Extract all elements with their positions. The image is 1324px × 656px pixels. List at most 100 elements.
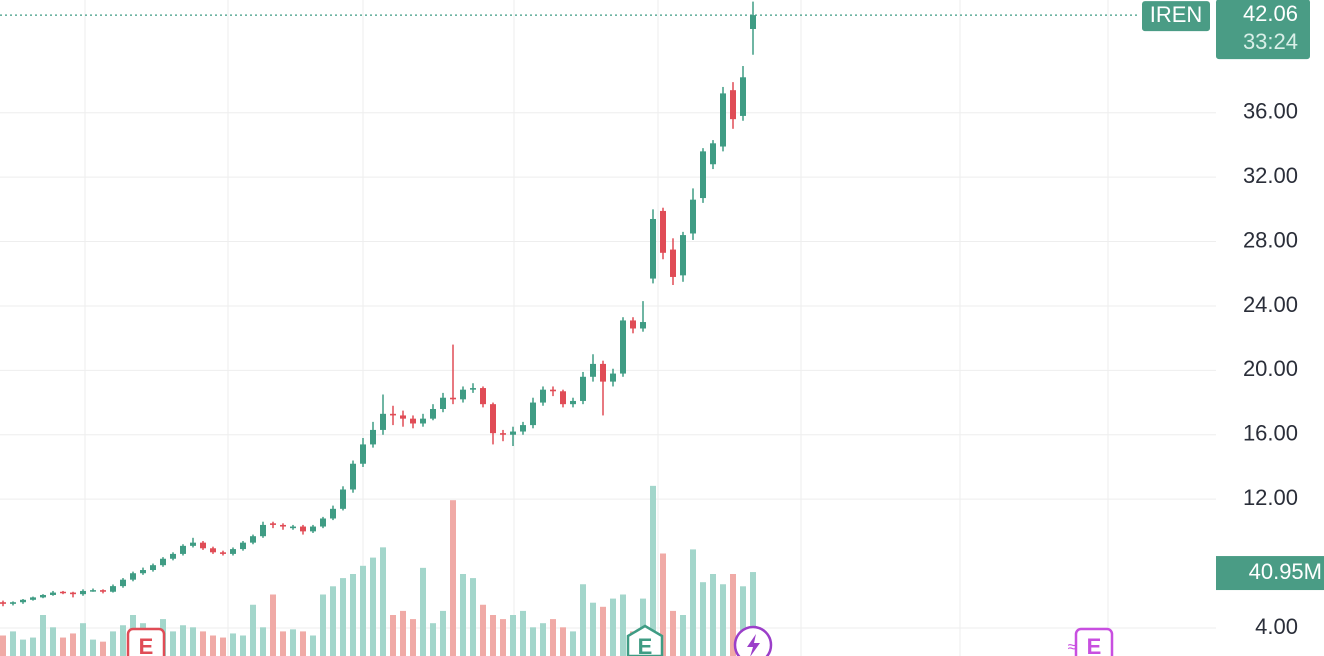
- candle-body: [270, 523, 276, 525]
- volume-bar: [20, 639, 26, 656]
- price-tag: [1216, 0, 1310, 60]
- symbol-label: IREN: [1150, 2, 1203, 27]
- volume-bar: [400, 610, 406, 656]
- volume-bar: [540, 623, 546, 656]
- volume-bar: [80, 623, 86, 656]
- candle-body: [640, 322, 646, 329]
- volume-bar: [470, 578, 476, 656]
- candle-body: [370, 429, 376, 445]
- marker-wave: ≈: [1068, 639, 1077, 656]
- volume-bar: [580, 584, 586, 656]
- candle-body: [730, 90, 736, 120]
- volume-bar: [520, 610, 526, 656]
- volume-bar: [460, 574, 466, 656]
- grid: [0, 112, 1216, 629]
- volume-bar: [190, 627, 196, 656]
- volume-bar: [500, 619, 506, 656]
- candle-body: [420, 418, 426, 424]
- volume-bar: [410, 619, 416, 656]
- volume-bar: [390, 615, 396, 656]
- candle-body: [50, 592, 56, 595]
- volume-bar: [60, 637, 66, 656]
- volume-bar: [170, 631, 176, 656]
- candle-body: [260, 524, 266, 537]
- candle-body: [650, 218, 656, 279]
- volume-bar: [0, 635, 6, 656]
- candle-body: [660, 210, 666, 253]
- volume-bar: [10, 631, 16, 656]
- volume-bar: [450, 500, 456, 656]
- marker-shape: [1074, 627, 1114, 656]
- candle-body: [360, 444, 366, 464]
- candle-body: [150, 565, 156, 571]
- candle-body: [120, 579, 126, 587]
- candle-body: [230, 549, 236, 554]
- y-tick-label: 12.00: [1243, 485, 1298, 510]
- candle-body: [520, 425, 526, 432]
- candle-body: [240, 542, 246, 550]
- volume-bar: [490, 615, 496, 656]
- volume-bar: [90, 639, 96, 656]
- candle-body: [690, 199, 696, 234]
- volume-bar: [590, 602, 596, 656]
- volume-bar: [40, 615, 46, 656]
- volume-bar: [180, 625, 186, 656]
- volume-bar: [330, 586, 336, 656]
- symbol-tag: [1142, 1, 1210, 32]
- volume-bar: [30, 637, 36, 656]
- y-tick-label: 28.00: [1243, 227, 1298, 252]
- volume-bar: [250, 604, 256, 656]
- volume-tag: [1216, 556, 1324, 591]
- candle-body: [450, 397, 456, 400]
- earnings-marker[interactable]: E: [626, 624, 664, 656]
- candle-body: [140, 570, 146, 574]
- candle-body: [440, 397, 446, 409]
- y-tick-label: 4.00: [1255, 614, 1298, 639]
- y-tick-label: 24.00: [1243, 292, 1298, 317]
- volume-bar: [120, 625, 126, 656]
- volume-bar: [740, 586, 746, 656]
- candle-body: [220, 552, 226, 554]
- candle-body: [630, 320, 636, 329]
- candle-body: [330, 508, 336, 519]
- volume-bar: [240, 635, 246, 656]
- marker-label: E: [1087, 634, 1102, 656]
- candle-body: [70, 592, 76, 595]
- volume-bar: [340, 578, 346, 656]
- candle-body: [320, 518, 326, 527]
- dividend-marker[interactable]: [733, 625, 773, 656]
- y-tick-label: 36.00: [1243, 99, 1298, 124]
- candle-body: [540, 389, 546, 403]
- candle-body: [130, 573, 136, 580]
- volume-bar: [510, 615, 516, 656]
- volume-bar: [430, 623, 436, 656]
- marker-shape: [126, 627, 166, 656]
- candle-body: [90, 590, 96, 592]
- volume-bar: [650, 485, 656, 656]
- earnings-marker[interactable]: E: [126, 627, 166, 656]
- volume-bar: [550, 619, 556, 656]
- volume-bar: [700, 582, 706, 656]
- volume-bar: [270, 594, 276, 656]
- candle-body: [170, 553, 176, 559]
- volume-bar: [710, 574, 716, 656]
- candle-body: [20, 599, 26, 603]
- earnings-marker[interactable]: ≈ E: [1068, 627, 1114, 656]
- volume-bar: [530, 627, 536, 656]
- y-tick-label: 16.00: [1243, 421, 1298, 446]
- y-tick-label: 32.00: [1243, 163, 1298, 188]
- volume-bar: [570, 631, 576, 656]
- volume-bar: [670, 610, 676, 656]
- candle-body: [620, 320, 626, 374]
- candle-body: [430, 408, 436, 419]
- candle-body: [560, 391, 566, 405]
- candle-body: [740, 77, 746, 116]
- candle-body: [110, 586, 116, 592]
- candle-body: [290, 526, 296, 529]
- last-price-label: 42.06: [1243, 1, 1298, 26]
- candle-body: [10, 602, 16, 604]
- volume-bar: [360, 565, 366, 656]
- marker-label: E: [638, 634, 653, 656]
- volume-bar: [620, 594, 626, 656]
